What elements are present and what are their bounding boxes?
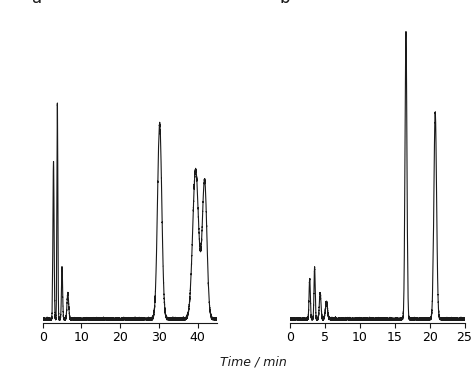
Text: Time / min: Time / min [220,355,287,368]
Text: a: a [32,0,42,7]
Text: b: b [280,0,290,7]
